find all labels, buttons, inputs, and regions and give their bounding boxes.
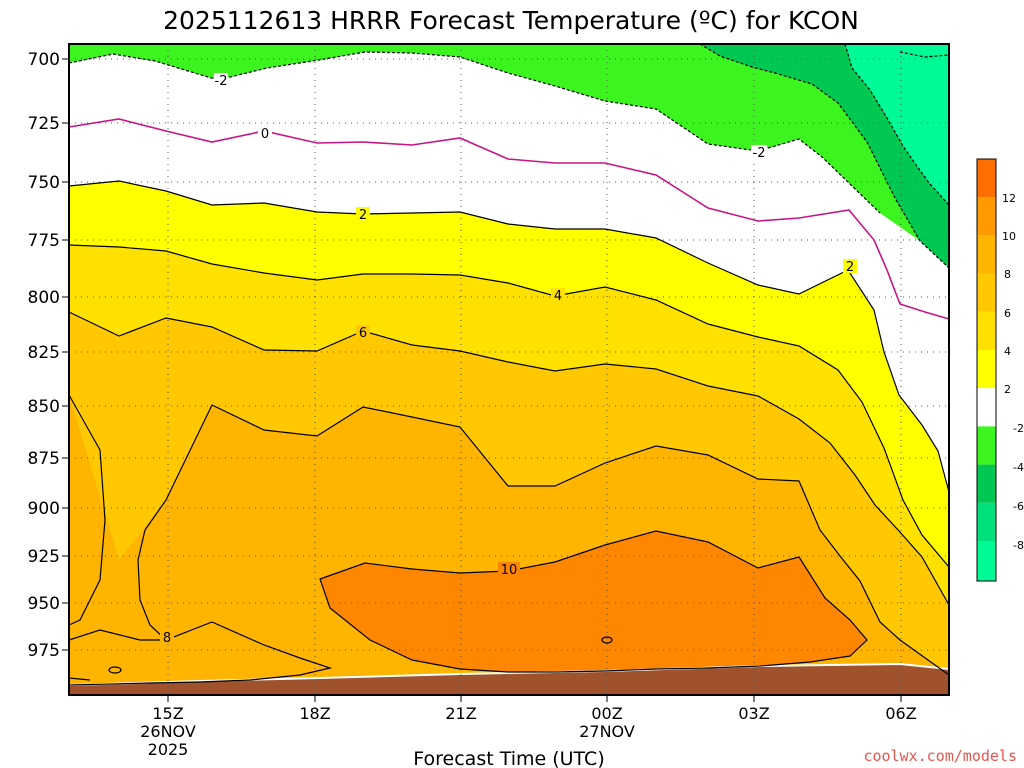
y-tick-label: 900 [28,499,60,519]
colorbar-segment [977,502,996,541]
colorbar-tick-label: 6 [1004,307,1011,320]
contour-plus2 [68,180,950,493]
source-credit: coolwx.com/models [863,747,1017,765]
y-tick-label: 750 [28,173,60,193]
y-tick-label: 775 [28,231,60,251]
colorbar-segment [977,159,996,198]
x-date-label-day: 26NOV [140,722,196,741]
contour-small-loop-b [108,666,122,674]
contour-plus10 [319,530,868,673]
contour-label-plus6: 6 [359,326,367,341]
colorbar-segment [977,197,996,236]
contour-plus8-left [137,499,167,641]
x-date-label-year: 2025 [148,740,189,759]
contour-label-zero: 0 [261,127,269,142]
band-plus10-to-plus12 [320,531,867,672]
y-tick-label: 875 [28,449,60,469]
y-tick-label: 925 [28,547,60,567]
colorbar-segment [977,388,996,427]
contour-label-plus2-right: 2 [846,260,854,275]
y-tick-label: 850 [28,397,60,417]
x-axis: 15Z 18Z 21Z 00Z 03Z 06Z 26NOV 2025 27NOV… [140,695,917,768]
plot-area: -2 0 2 4 6 -2 2 10 8 [68,43,950,696]
contour-label-minus2-right: -2 [753,146,766,161]
contour-minus4 [699,43,950,269]
colorbar-segment [977,235,996,274]
colorbar-tick-label: -2 [1013,422,1024,435]
colorbar-tick-label: 4 [1004,345,1011,358]
contour-labels: -2 0 2 4 6 -2 2 10 8 [160,73,857,646]
colorbar-tick-label: -6 [1013,500,1024,513]
contour-plus8-upper [165,404,950,676]
contour-label-plus8: 8 [163,631,171,646]
colorbar-tick-label: 2 [1004,383,1011,396]
contour-plus4 [68,244,950,568]
contour-minus8-corner [899,51,950,58]
colorbar-tick-label: -8 [1013,539,1024,552]
plot-frame [68,43,950,696]
chart-title: 2025112613 HRRR Forecast Temperature (ºC… [163,6,859,35]
x-axis-title: Forecast Time (UTC) [413,748,604,768]
colorbar-tick-label: 8 [1004,268,1011,281]
contour-lines [68,43,950,686]
y-axis: 700 725 750 775 800 825 850 875 900 925 … [28,50,69,661]
colorbar-tick-label: 10 [1002,230,1016,243]
y-tick-label: 725 [28,114,60,134]
y-tick-label: 950 [28,594,60,614]
x-tick-label: 03Z [738,704,769,723]
x-tick-label: 06Z [885,704,916,723]
colorbar-tick-label: 12 [1002,192,1016,205]
colorbar-segment [977,464,996,503]
x-tick-label: 15Z [152,704,183,723]
colorbar-tick-label: -4 [1013,461,1024,474]
colorbar-segment [977,311,996,350]
contour-ground-left [68,677,91,681]
contour-label-plus2: 2 [359,208,367,223]
contour-label-minus2-left: -2 [215,74,228,89]
y-tick-label: 975 [28,641,60,661]
contour-small-loop-a [601,636,613,644]
colorbar: -8 -6 -4 -2 2 4 6 8 10 12 [976,158,1024,582]
y-tick-label: 800 [28,288,60,308]
contour-label-plus4: 4 [554,289,562,304]
y-tick-label: 700 [28,50,60,70]
contour-minus6 [844,43,950,206]
contour-zero [68,118,950,320]
contour-plus6 [68,311,950,606]
x-tick-label: 00Z [591,704,622,723]
x-date-label-day: 27NOV [579,722,635,741]
x-tick-label: 21Z [445,704,476,723]
contour-plus8 [68,394,106,626]
band-below-minus6 [845,44,949,205]
contour-label-plus10: 10 [501,563,518,578]
x-tick-label: 18Z [299,704,330,723]
ground-terrain [69,664,949,695]
contour-plus8-main [68,621,333,686]
colorbar-segment [977,426,996,465]
colorbar-segment [977,350,996,389]
colorbar-segment [977,541,996,581]
y-tick-label: 825 [28,343,60,363]
contour-minus2 [68,51,881,214]
colorbar-segment [977,273,996,312]
colorbar-frame [976,158,997,582]
